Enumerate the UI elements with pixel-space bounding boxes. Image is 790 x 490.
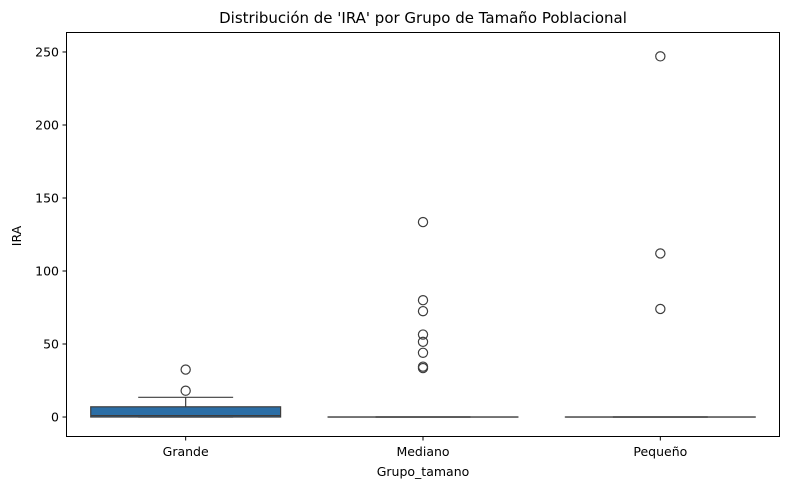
outlier-point [417, 329, 429, 340]
outlier-point [417, 295, 429, 306]
y-tick-label: 50 [43, 337, 59, 352]
outlier-point [417, 347, 429, 358]
outlier-point [417, 216, 429, 228]
y-tick-label: 150 [35, 190, 59, 205]
x-axis-label: Grupo_tamano [377, 464, 470, 479]
chart-title: Distribución de 'IRA' por Grupo de Tamañ… [219, 9, 627, 27]
box-group-pequeño [564, 51, 756, 418]
y-tick-label: 100 [35, 264, 59, 279]
outlier-point [655, 248, 666, 259]
outlier-point [655, 303, 666, 315]
outlier-point [655, 51, 666, 62]
x-tick-label: Grande [163, 444, 209, 459]
x-tick-label: Mediano [396, 444, 449, 459]
x-tick-label: Pequeño [633, 444, 687, 459]
outlier-point [180, 364, 191, 375]
y-tick-label: 200 [35, 117, 59, 132]
outlier-point [417, 336, 429, 348]
y-tick-label: 0 [51, 410, 59, 425]
y-axis-label: IRA [9, 225, 24, 246]
axes-frame [66, 32, 780, 437]
plot-area [90, 51, 756, 418]
y-tick-label: 250 [35, 44, 59, 59]
box-group-grande [90, 364, 282, 418]
box-iqr [90, 406, 282, 418]
box-group-mediano [327, 216, 519, 418]
outlier-point [417, 305, 429, 317]
outlier-point [180, 385, 191, 396]
outlier-point [417, 362, 429, 374]
